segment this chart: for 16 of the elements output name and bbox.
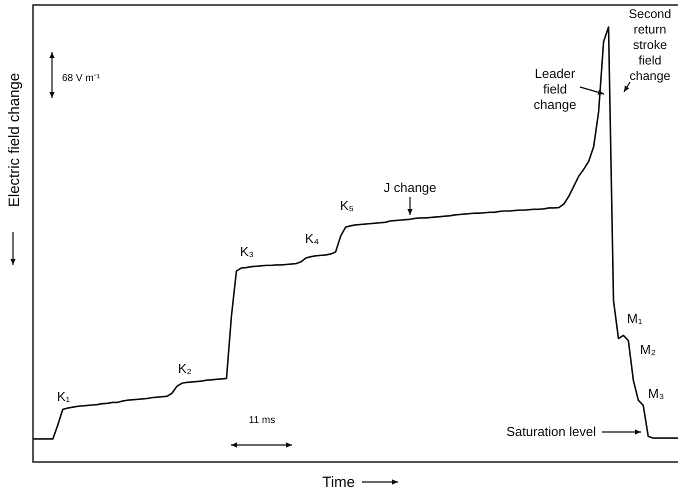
annotation: M₂ <box>640 342 656 357</box>
annotation: K₃ <box>240 244 254 259</box>
annotation: Second return stroke field change <box>628 7 672 83</box>
annotation: M₃ <box>648 386 664 401</box>
annotation: M₁ <box>627 311 643 326</box>
annotation: Leader field change <box>534 66 576 112</box>
annotation: K₄ <box>305 231 319 246</box>
annotation: K₂ <box>178 361 192 376</box>
annotation: 11 ms <box>248 415 276 426</box>
annotation: K₅ <box>340 198 354 213</box>
annotation: K₁ <box>57 389 71 404</box>
annotation: J change <box>384 180 436 195</box>
annotation: 68 V m⁻¹ <box>62 73 101 84</box>
y-axis-title: Electric field change <box>6 72 23 208</box>
annotation: Saturation level <box>506 424 596 439</box>
x-axis-title: Time <box>322 474 355 491</box>
